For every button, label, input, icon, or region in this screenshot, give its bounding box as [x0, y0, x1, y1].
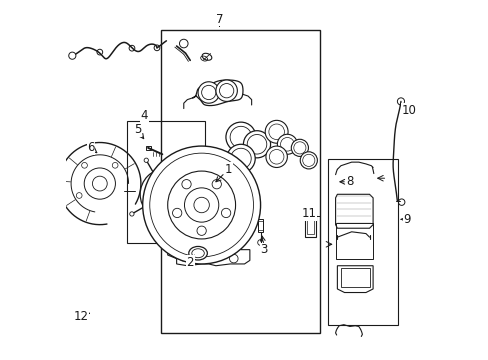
Circle shape [216, 80, 237, 102]
Bar [126, 121, 205, 243]
Text: 5: 5 [133, 123, 143, 139]
Circle shape [225, 122, 255, 152]
Bar [146, 146, 151, 150]
Circle shape [140, 168, 191, 220]
Circle shape [198, 82, 219, 103]
Bar [160, 30, 319, 333]
Text: 7: 7 [215, 13, 223, 26]
Bar [305, 214, 315, 237]
Circle shape [197, 172, 202, 177]
Text: 9: 9 [400, 213, 410, 226]
Circle shape [277, 134, 297, 154]
Text: 12: 12 [73, 310, 89, 323]
Text: 11: 11 [301, 207, 316, 220]
Circle shape [265, 146, 287, 167]
Circle shape [144, 158, 148, 162]
Ellipse shape [300, 152, 317, 169]
Bar [258, 221, 262, 230]
Circle shape [172, 208, 182, 217]
Circle shape [142, 146, 260, 264]
Circle shape [183, 226, 187, 230]
Circle shape [161, 190, 170, 199]
Circle shape [243, 131, 270, 158]
Circle shape [129, 212, 134, 216]
Text: 1: 1 [216, 163, 232, 182]
Text: 2: 2 [186, 255, 194, 269]
Text: 8: 8 [339, 175, 353, 188]
Circle shape [221, 208, 230, 217]
Bar [328, 158, 397, 325]
Circle shape [69, 52, 76, 59]
Circle shape [182, 180, 191, 189]
Bar [257, 219, 263, 232]
Text: 3: 3 [260, 236, 267, 256]
Bar [306, 217, 313, 234]
Circle shape [212, 180, 221, 189]
Ellipse shape [291, 139, 308, 157]
Circle shape [226, 144, 255, 173]
Text: 6: 6 [87, 141, 97, 154]
Ellipse shape [188, 247, 207, 260]
Bar [335, 223, 372, 258]
Circle shape [264, 120, 287, 143]
Text: 4: 4 [141, 109, 148, 122]
Text: 10: 10 [401, 104, 415, 117]
Circle shape [197, 226, 206, 235]
